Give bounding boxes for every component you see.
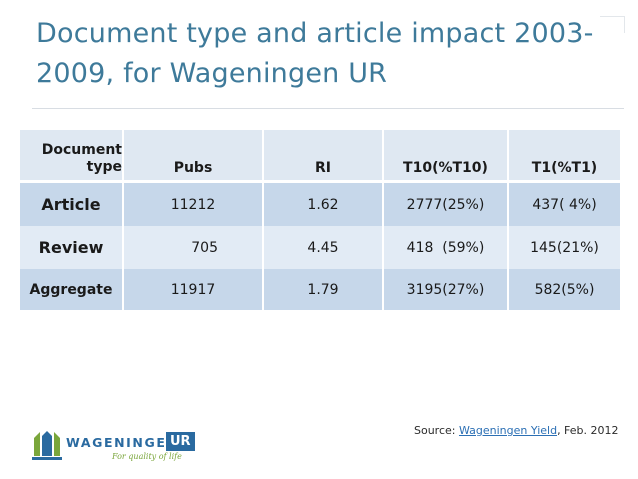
row-t10: 418 (59%)	[384, 226, 509, 269]
row-type: Review	[20, 226, 124, 269]
table-row: Aggregate 11917 1.79 3195(27%) 582(5%)	[20, 269, 620, 310]
title-divider	[32, 108, 624, 109]
logo-ur-badge: UR	[166, 432, 195, 451]
row-type: Article	[20, 183, 124, 226]
slide-title: Document type and article impact 2003- 2…	[36, 14, 596, 94]
header-t1: T1(%T1)	[531, 160, 598, 176]
table-row: Review 705 4.45 418 (59%) 145(21%)	[20, 226, 620, 269]
header-ri: RI	[264, 130, 384, 180]
logo-tagline: For quality of life	[112, 452, 182, 461]
header-document-type: Document type	[20, 130, 124, 180]
table-header-row: Document type Pubs RI T10(%T10) T1(%T1)	[20, 130, 620, 183]
row-pubs: 11917	[124, 269, 264, 310]
row-ri: 1.62	[264, 183, 384, 226]
university-building-icon	[32, 430, 62, 460]
slide-title-line-1: Document type and article impact 2003-	[36, 18, 594, 49]
source-suffix: , Feb. 2012	[557, 424, 619, 437]
row-pubs: 11212	[124, 183, 264, 226]
row-t10: 3195(27%)	[384, 269, 509, 310]
corner-decoration	[600, 16, 625, 33]
header-t10: T10(%T10)	[384, 130, 509, 180]
row-type: Aggregate	[20, 269, 124, 310]
source-link[interactable]: Wageningen Yield	[458, 424, 558, 437]
row-t1: 437( 4%)	[532, 196, 597, 213]
row-pubs: 705	[124, 226, 264, 269]
row-ri: 1.79	[264, 269, 384, 310]
table-row: Article 11212 1.62 2777(25%) 437( 4%)	[20, 183, 620, 226]
source-prefix: Source:	[414, 424, 459, 437]
impact-table: Document type Pubs RI T10(%T10) T1(%T1) …	[20, 130, 620, 310]
row-ri: 4.45	[264, 226, 384, 269]
row-t1: 582(5%)	[534, 281, 595, 298]
slide-title-line-2: 2009, for Wageningen UR	[36, 58, 388, 89]
logo-wordmark: WAGENINGEN	[66, 435, 179, 450]
source-note: Source: Wageningen Yield, Feb. 2012	[414, 424, 619, 437]
row-t1: 145(21%)	[530, 239, 599, 256]
wageningen-logo: WAGENINGEN UR For quality of life	[30, 428, 230, 468]
row-t10: 2777(25%)	[384, 183, 509, 226]
header-pubs: Pubs	[124, 130, 264, 180]
